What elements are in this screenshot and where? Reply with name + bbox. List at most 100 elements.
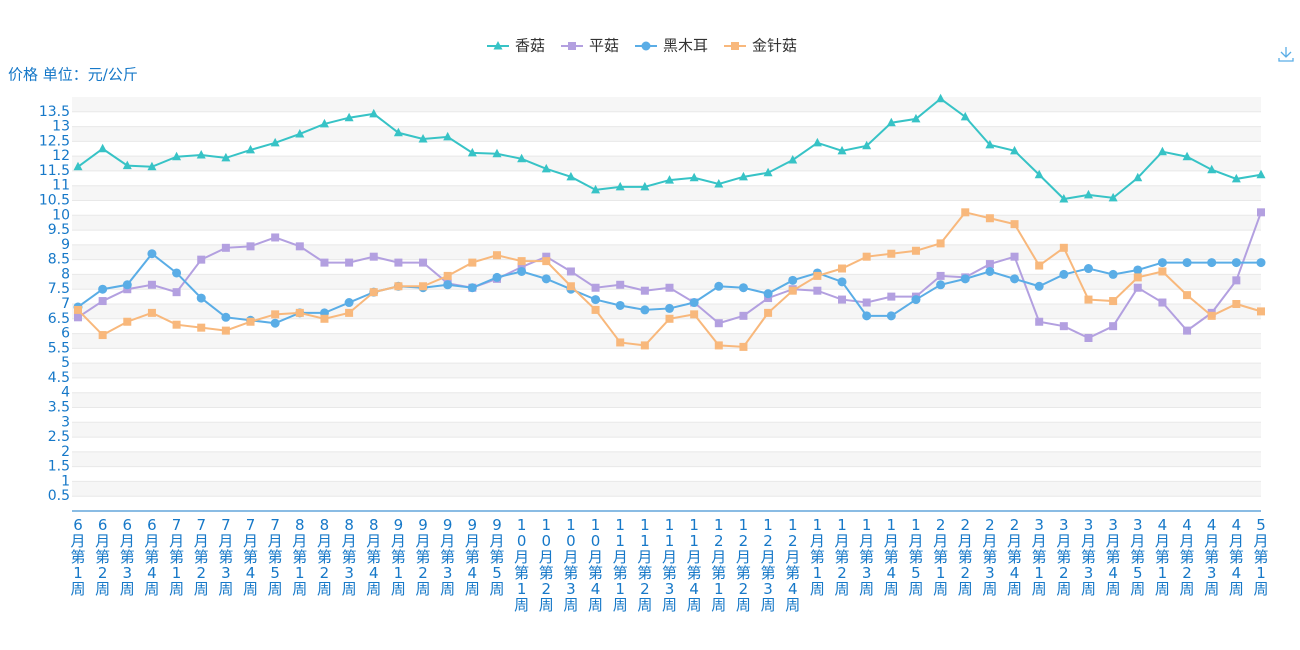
point [689, 298, 699, 308]
y-tick-label: 8.5 [48, 252, 70, 268]
series-line [77, 97, 1262, 201]
y-tick-label: 13.5 [39, 104, 70, 120]
point [985, 214, 994, 223]
x-tick-label: 9 月第 3 周 [440, 516, 455, 598]
x-tick-label: 2 月第 2 周 [958, 516, 973, 598]
point [887, 292, 896, 301]
point [196, 293, 206, 303]
y-tick-label: 9.5 [48, 222, 70, 238]
point [122, 160, 132, 170]
point [615, 181, 625, 191]
point [467, 283, 477, 293]
x-tick-label: 6 月第 1 周 [70, 516, 85, 598]
grid-band [72, 244, 1261, 260]
point [1182, 151, 1192, 161]
grid-band [72, 451, 1261, 467]
download-icon[interactable] [1278, 47, 1294, 62]
legend-label: 黑木耳 [663, 37, 708, 55]
point [714, 178, 724, 188]
point [419, 258, 428, 267]
point [98, 297, 107, 306]
point [862, 252, 871, 261]
point [1083, 189, 1093, 199]
legend-marker [641, 41, 651, 51]
point [344, 298, 354, 308]
point [763, 289, 773, 299]
point [467, 147, 477, 157]
point [122, 280, 132, 290]
point [345, 258, 354, 267]
point [74, 305, 82, 314]
y-tick-label: 1 [61, 473, 70, 489]
point [1183, 326, 1192, 335]
point [985, 139, 995, 149]
x-tick-label: 1 2 月第 1 周 [711, 516, 726, 614]
x-tick-label: 1 1 月第 2 周 [637, 516, 652, 614]
point [1133, 283, 1142, 292]
x-tick-label: 1 2 月第 4 周 [785, 516, 800, 614]
y-tick-label: 11 [52, 178, 70, 194]
point [788, 154, 798, 164]
point [98, 284, 108, 294]
point [640, 305, 650, 315]
grid-band [72, 481, 1261, 497]
legend-label: 金针菇 [752, 37, 797, 55]
x-tick-label: 1 月第 5 周 [908, 516, 923, 598]
point [369, 108, 379, 118]
point [98, 143, 108, 153]
point [394, 258, 403, 267]
x-tick-label: 9 月第 1 周 [391, 516, 406, 598]
point [394, 282, 403, 291]
grid-band [72, 422, 1261, 438]
x-tick-label: 3 月第 1 周 [1032, 516, 1047, 598]
x-tick-label: 3 月第 3 周 [1081, 516, 1096, 598]
point [542, 252, 551, 261]
x-tick-label: 1 2 月第 3 周 [761, 516, 776, 614]
point [1133, 273, 1142, 282]
x-tick-label: 1 2 月第 2 周 [736, 516, 751, 614]
point [369, 252, 378, 261]
point [246, 144, 256, 154]
x-tick-label: 1 1 月第 1 周 [613, 516, 628, 614]
point [1207, 258, 1217, 268]
point [665, 314, 674, 323]
y-tick-label: 12.5 [39, 133, 70, 149]
point [1035, 317, 1044, 326]
point [320, 314, 329, 323]
point [1010, 220, 1019, 229]
point [714, 341, 723, 350]
point [172, 268, 182, 278]
x-tick-label: 1 1 月第 4 周 [687, 516, 702, 614]
point [221, 152, 231, 162]
y-tick-label: 5.5 [48, 340, 70, 356]
point [98, 331, 107, 340]
point [714, 281, 724, 291]
point [345, 308, 354, 317]
y-axis-label: 价格 单位：元/公斤 [8, 66, 138, 84]
point [468, 258, 477, 267]
point [640, 341, 649, 350]
point [788, 275, 798, 285]
point [123, 317, 132, 326]
y-tick-label: 6.5 [48, 311, 70, 327]
point [1256, 258, 1266, 268]
grid-band [72, 392, 1261, 408]
point [1207, 311, 1216, 320]
grid-band [72, 333, 1261, 349]
point [911, 295, 921, 305]
point [172, 320, 181, 329]
x-tick-label: 8 月第 1 周 [292, 516, 307, 598]
x-tick-label: 8 月第 3 周 [342, 516, 357, 598]
point [886, 311, 896, 321]
point [961, 208, 970, 217]
point [73, 161, 83, 171]
y-tick-label: 4.5 [48, 370, 70, 386]
point [1083, 264, 1093, 274]
x-tick-label: 5 月第 1 周 [1253, 516, 1268, 598]
x-tick-label: 7 月第 5 周 [268, 516, 283, 598]
point [419, 282, 428, 291]
point [1084, 295, 1093, 304]
point [1182, 258, 1192, 268]
point [813, 286, 822, 295]
